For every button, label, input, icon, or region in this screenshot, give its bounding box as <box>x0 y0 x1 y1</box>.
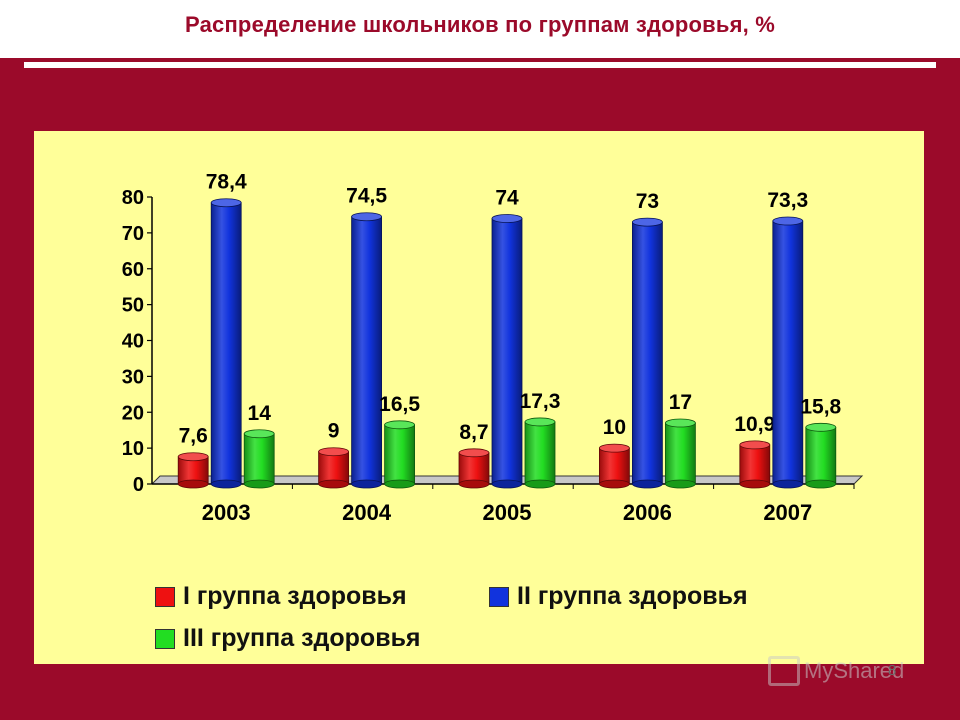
bar-top-1-2005 <box>491 214 523 223</box>
y-tick-label: 40 <box>122 331 144 353</box>
watermark: MyShared <box>768 656 904 686</box>
bar-top-0-2006 <box>599 443 630 453</box>
data-label: 15,8 <box>800 395 841 418</box>
bar-top-1-2006 <box>632 217 663 227</box>
bar-base-0-2003 <box>177 479 209 489</box>
bar-base-0-2006 <box>599 479 630 489</box>
y-tick-label: 60 <box>122 259 144 281</box>
bar-top-0-2004 <box>318 447 350 457</box>
bar-top-2-2007 <box>805 422 837 432</box>
data-label: 17,3 <box>520 390 561 413</box>
bar-1-2003 <box>210 202 242 485</box>
data-label: 73,3 <box>767 189 808 212</box>
bar-base-2-2007 <box>805 479 837 489</box>
bar-top-1-2004 <box>351 212 383 222</box>
data-label: 73 <box>636 190 659 213</box>
bar-2-2005 <box>524 421 556 485</box>
x-tick-label: 2006 <box>623 500 672 525</box>
data-label: 7,6 <box>179 425 208 448</box>
data-label: 9 <box>328 420 340 443</box>
header-band <box>0 0 960 58</box>
bar-base-1-2006 <box>632 479 663 489</box>
bar-0-2006 <box>599 447 630 485</box>
data-label: 74 <box>495 187 519 210</box>
bar-base-2-2005 <box>524 479 556 489</box>
y-tick-label: 20 <box>122 402 144 424</box>
bar-top-2-2003 <box>243 429 275 439</box>
bar-base-1-2007 <box>772 479 804 489</box>
data-label: 78,4 <box>206 171 247 194</box>
y-tick-label: 10 <box>122 438 144 460</box>
bar-top-0-2007 <box>739 440 771 450</box>
bar-2-2004 <box>384 424 416 485</box>
bar-base-1-2004 <box>351 479 383 489</box>
y-tick-label: 80 <box>122 187 144 209</box>
data-label: 8,7 <box>459 421 488 444</box>
bar-1-2004 <box>351 216 383 485</box>
y-tick-label: 30 <box>122 366 144 388</box>
bar-0-2004 <box>318 451 350 485</box>
bar-2-2007 <box>805 426 837 485</box>
bar-base-2-2004 <box>384 479 416 489</box>
data-label: 17 <box>669 391 692 414</box>
chart-legend: I группа здоровья II группа здоровья III… <box>34 580 924 664</box>
y-tick-label: 50 <box>122 295 144 317</box>
data-label: 16,5 <box>379 393 420 416</box>
legend-swatch-group3 <box>155 628 175 649</box>
bar-2-2006 <box>665 422 696 485</box>
data-label: 10 <box>603 416 626 439</box>
bar-base-2-2006 <box>665 479 696 489</box>
bar-1-2005 <box>491 218 523 485</box>
watermark-cart-icon <box>768 656 800 686</box>
bar-base-0-2007 <box>739 479 771 489</box>
legend-item-group1: I группа здоровья <box>155 582 407 611</box>
data-label: 74,5 <box>346 185 387 208</box>
bar-1-2006 <box>632 221 663 485</box>
watermark-text: MyShared <box>804 658 905 683</box>
bar-0-2005 <box>458 452 490 485</box>
legend-item-group3: III группа здоровья <box>155 624 421 653</box>
legend-label-group1: I группа здоровья <box>183 582 407 610</box>
slide-title: Распределение школьников по группам здор… <box>184 12 776 37</box>
bar-base-0-2004 <box>318 479 350 489</box>
bar-top-0-2005 <box>458 448 490 458</box>
data-label: 10,9 <box>734 413 775 436</box>
bar-base-2-2003 <box>243 479 275 489</box>
y-tick-label: 70 <box>122 223 144 245</box>
bar-top-1-2003 <box>210 198 242 208</box>
bar-0-2007 <box>739 444 771 485</box>
bar-top-1-2007 <box>772 216 804 226</box>
legend-label-group2: II группа здоровья <box>517 582 748 610</box>
page-number: 8 <box>888 662 897 679</box>
bar-top-2-2005 <box>524 417 556 427</box>
x-tick-label: 2007 <box>763 500 812 525</box>
bar-2-2003 <box>243 433 275 485</box>
legend-swatch-group2 <box>489 586 509 607</box>
data-label: 14 <box>248 402 272 425</box>
y-tick-label: 0 <box>133 474 144 496</box>
x-tick-label: 2004 <box>342 500 392 525</box>
bar-top-0-2003 <box>177 452 209 462</box>
bar-base-0-2005 <box>458 479 490 489</box>
legend-label-group3: III группа здоровья <box>183 624 421 652</box>
bar-base-1-2003 <box>210 479 242 489</box>
x-tick-label: 2003 <box>202 500 251 525</box>
bar-top-2-2006 <box>665 418 696 428</box>
legend-item-group2: II группа здоровья <box>489 582 748 611</box>
x-tick-label: 2005 <box>483 500 532 525</box>
bar-chart: 0 10 20 30 40 50 60 70 80 7,6 78,4 14 2003 9 74,5 16,5 2… <box>122 171 864 525</box>
bar-top-2-2004 <box>384 420 416 430</box>
bar-1-2007 <box>772 220 804 485</box>
bar-base-1-2005 <box>491 479 523 489</box>
legend-swatch-group1 <box>155 586 175 607</box>
title-divider <box>24 62 936 68</box>
